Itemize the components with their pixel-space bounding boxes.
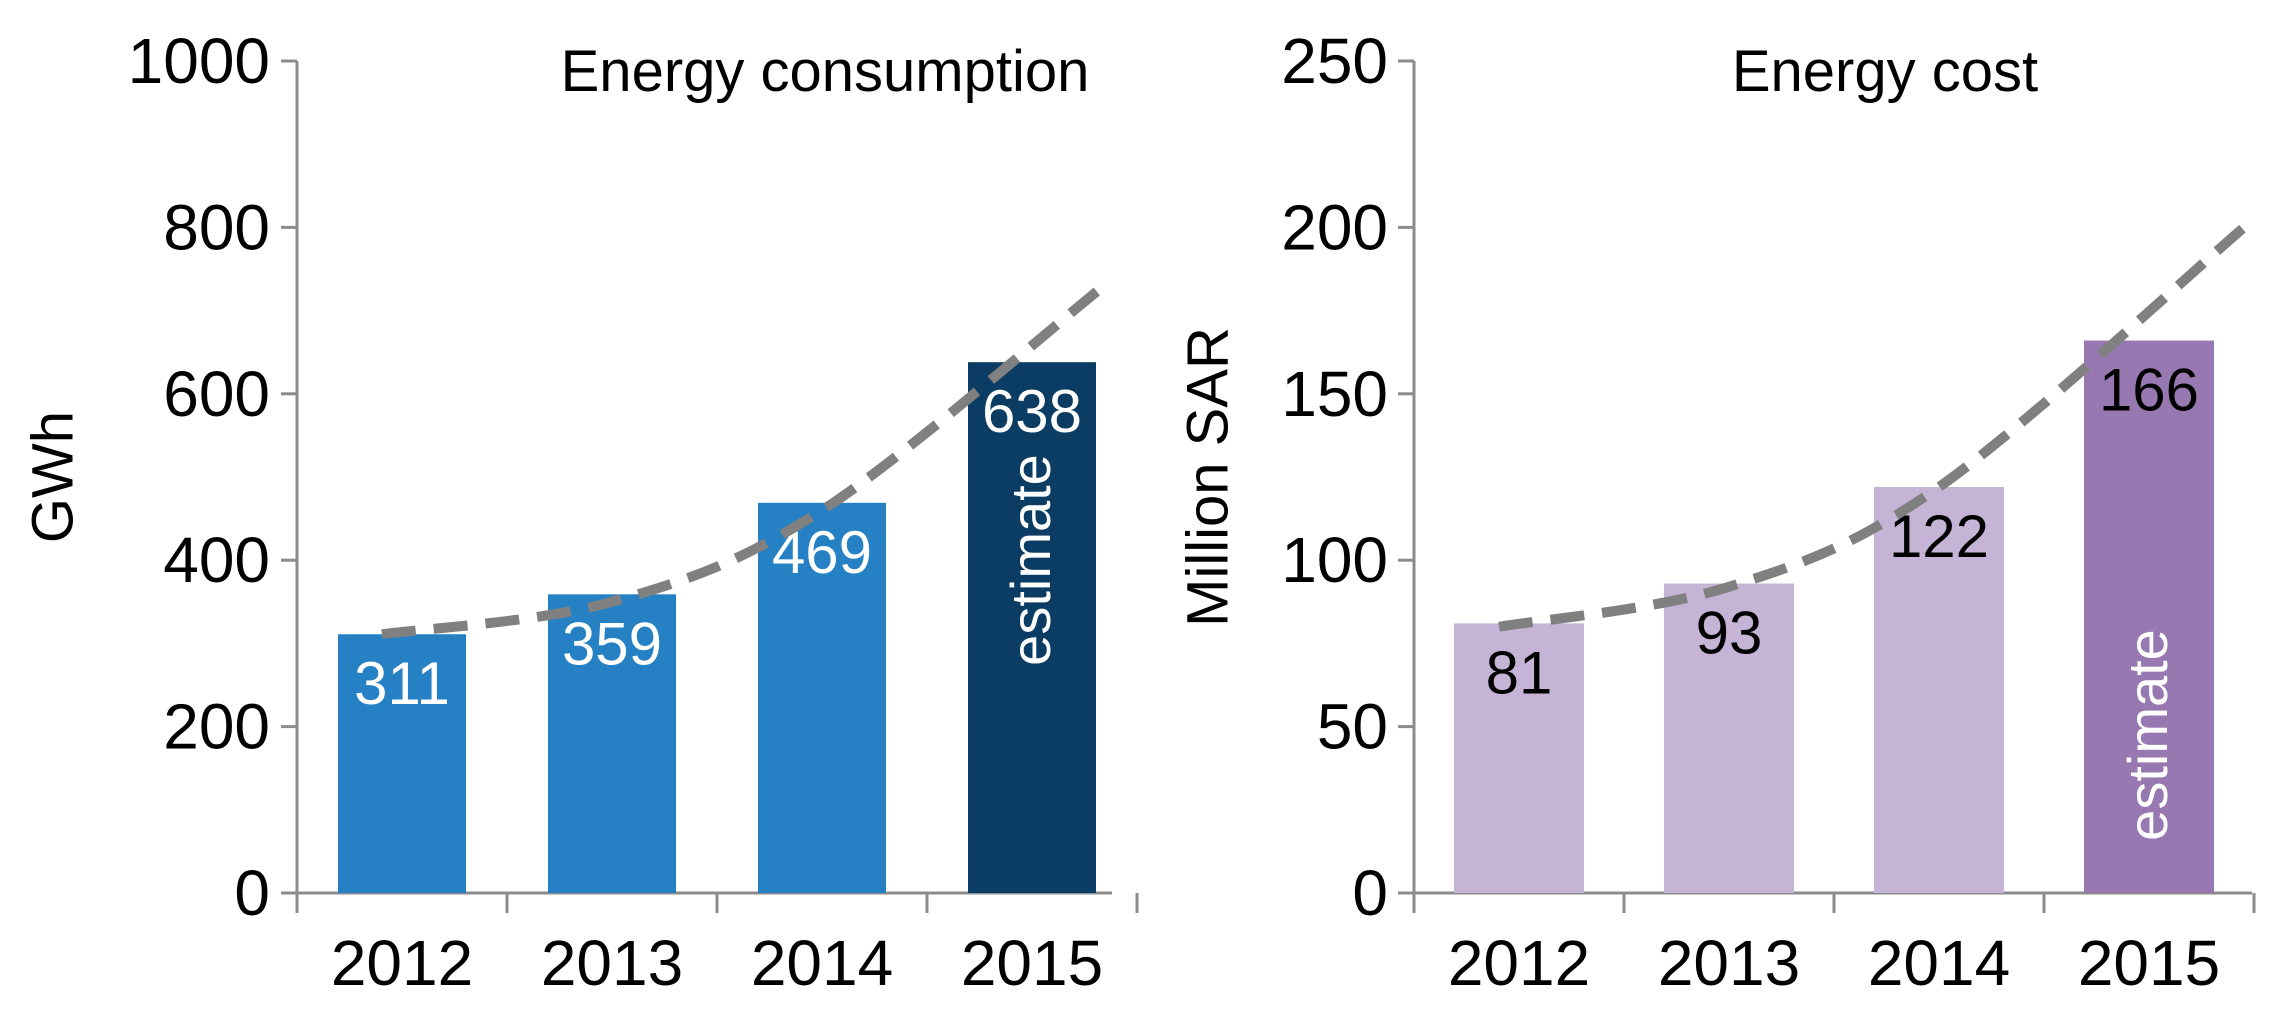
bar bbox=[338, 634, 466, 893]
cost-chart: Energy cost Million SAR 0 50 100 150 200 250 81 2… bbox=[1175, 25, 2256, 999]
chart-title: Energy consumption bbox=[561, 39, 1090, 104]
x-tick-label: 2015 bbox=[961, 927, 1103, 999]
estimate-note: estimate bbox=[999, 454, 1062, 666]
estimate-note: estimate bbox=[2116, 629, 2179, 841]
bar bbox=[2084, 340, 2214, 893]
x-tick-label: 2014 bbox=[751, 927, 893, 999]
bar-value-label: 311 bbox=[354, 650, 450, 717]
bar bbox=[1664, 583, 1794, 893]
x-tick-label: 2012 bbox=[331, 927, 473, 999]
bar bbox=[758, 502, 886, 893]
x-tick-label: 2014 bbox=[1868, 927, 2010, 999]
y-tick-label: 800 bbox=[163, 191, 270, 263]
bar-value-label: 81 bbox=[1486, 639, 1553, 706]
y-tick-label: 50 bbox=[1317, 691, 1388, 763]
y-tick-label: 600 bbox=[163, 358, 270, 430]
x-tick-label: 2013 bbox=[541, 927, 683, 999]
x-tick-label: 2015 bbox=[2078, 927, 2220, 999]
bar bbox=[548, 594, 676, 893]
bar-value-label: 638 bbox=[982, 378, 1082, 445]
bar-value-label: 359 bbox=[562, 610, 662, 677]
bar bbox=[968, 362, 1096, 894]
chart-title: Energy cost bbox=[1732, 39, 2038, 104]
x-tick-label: 2012 bbox=[1448, 927, 1590, 999]
bar bbox=[1874, 486, 2004, 893]
y-tick-label: 200 bbox=[163, 691, 270, 763]
y-tick-label: 150 bbox=[1281, 358, 1388, 430]
bar-value-label: 166 bbox=[2099, 357, 2199, 424]
x-tick-label: 2013 bbox=[1658, 927, 1800, 999]
trend-line bbox=[1498, 223, 2248, 632]
y-tick-label: 0 bbox=[234, 857, 270, 929]
bar-value-label: 93 bbox=[1696, 599, 1763, 666]
trend-line bbox=[381, 281, 1108, 640]
y-tick-label: 200 bbox=[1281, 191, 1388, 263]
y-axis-label: GWh bbox=[20, 411, 85, 543]
y-tick-label: 0 bbox=[1352, 857, 1388, 929]
y-axis-label: Million SAR bbox=[1175, 327, 1240, 627]
y-tick-label: 400 bbox=[163, 524, 270, 596]
consumption-chart: Energy consumption GWh 0 200 400 600 800 1000 31… bbox=[20, 25, 1139, 999]
bar bbox=[1454, 623, 1584, 893]
y-tick-label: 250 bbox=[1281, 25, 1388, 97]
y-tick-label: 1000 bbox=[128, 25, 270, 97]
y-tick-label: 100 bbox=[1281, 524, 1388, 596]
